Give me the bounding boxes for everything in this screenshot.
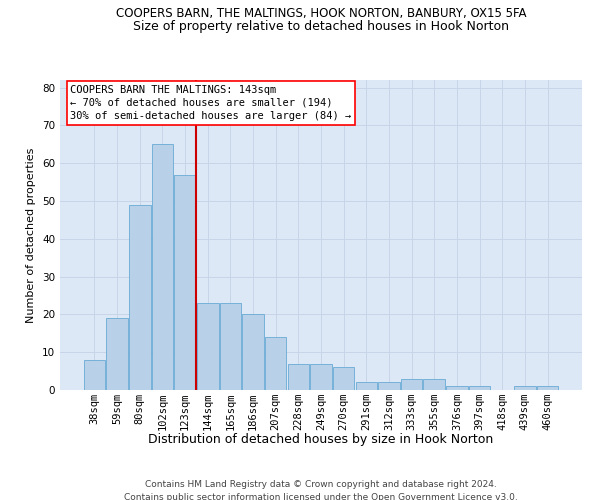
Bar bbox=[446, 386, 467, 390]
Bar bbox=[356, 382, 377, 390]
Bar bbox=[175, 174, 196, 390]
Bar bbox=[197, 303, 218, 390]
Text: Distribution of detached houses by size in Hook Norton: Distribution of detached houses by size … bbox=[148, 432, 494, 446]
Bar bbox=[424, 378, 445, 390]
Bar bbox=[129, 205, 151, 390]
Bar bbox=[514, 386, 536, 390]
Bar bbox=[310, 364, 332, 390]
Bar bbox=[106, 318, 128, 390]
Text: Contains HM Land Registry data © Crown copyright and database right 2024.
Contai: Contains HM Land Registry data © Crown c… bbox=[124, 480, 518, 500]
Bar bbox=[469, 386, 490, 390]
Bar bbox=[537, 386, 558, 390]
Y-axis label: Number of detached properties: Number of detached properties bbox=[26, 148, 37, 322]
Bar bbox=[220, 303, 241, 390]
Bar bbox=[378, 382, 400, 390]
Text: COOPERS BARN, THE MALTINGS, HOOK NORTON, BANBURY, OX15 5FA: COOPERS BARN, THE MALTINGS, HOOK NORTON,… bbox=[116, 8, 526, 20]
Text: Size of property relative to detached houses in Hook Norton: Size of property relative to detached ho… bbox=[133, 20, 509, 33]
Bar bbox=[84, 360, 105, 390]
Bar bbox=[242, 314, 264, 390]
Bar bbox=[152, 144, 173, 390]
Bar bbox=[401, 378, 422, 390]
Text: COOPERS BARN THE MALTINGS: 143sqm
← 70% of detached houses are smaller (194)
30%: COOPERS BARN THE MALTINGS: 143sqm ← 70% … bbox=[70, 84, 352, 121]
Bar bbox=[265, 337, 286, 390]
Bar bbox=[287, 364, 309, 390]
Bar bbox=[333, 368, 355, 390]
